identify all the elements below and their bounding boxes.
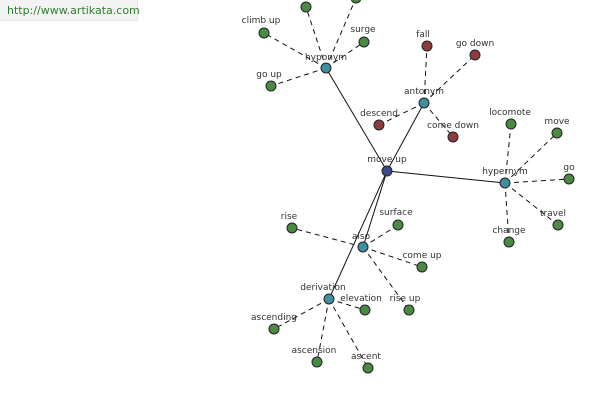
edge-also-to-rise xyxy=(291,227,364,248)
label-go[interactable]: go xyxy=(563,163,575,173)
node-fall[interactable] xyxy=(421,40,433,52)
label-elevation[interactable]: elevation xyxy=(340,294,382,304)
node-rise-up[interactable] xyxy=(403,304,415,316)
edge-antonym-to-come-down xyxy=(423,102,454,138)
node-go[interactable] xyxy=(563,173,575,185)
node-ascension[interactable] xyxy=(311,356,323,368)
edge-also-to-come-up xyxy=(362,246,423,268)
node-hypernym[interactable] xyxy=(499,177,511,189)
node-antonym[interactable] xyxy=(418,97,430,109)
edge-hyponym-to-climb-up xyxy=(263,32,327,69)
node-descend[interactable] xyxy=(373,119,385,131)
edge-hyponym-to-hypo-extra-2 xyxy=(325,0,356,69)
edge-move-up-to-derivation xyxy=(328,170,388,300)
label-descend[interactable]: descend xyxy=(360,109,398,119)
node-hypo-extra-1[interactable] xyxy=(300,1,312,13)
label-ascent[interactable]: ascent xyxy=(351,352,381,362)
node-surge[interactable] xyxy=(358,36,370,48)
label-also[interactable]: also xyxy=(352,232,371,242)
edge-antonym-to-fall xyxy=(423,45,428,104)
edge-move-up-to-antonym xyxy=(386,102,425,172)
node-come-up[interactable] xyxy=(416,261,428,273)
label-derivation[interactable]: derivation xyxy=(300,283,346,293)
label-come-up[interactable]: come up xyxy=(402,251,441,261)
edge-move-up-to-hypernym xyxy=(386,170,506,184)
edge-hypernym-to-change xyxy=(504,182,510,243)
edge-move-up-to-hyponym xyxy=(325,67,388,172)
site-url-link[interactable]: http://www.artikata.com xyxy=(7,4,140,17)
edge-also-to-surface xyxy=(362,224,399,248)
edge-hyponym-to-surge xyxy=(325,41,365,69)
node-surface[interactable] xyxy=(392,219,404,231)
edge-hypernym-to-locomote xyxy=(504,123,512,184)
node-hyponym[interactable] xyxy=(320,62,332,74)
nodes-layer xyxy=(258,0,575,374)
node-derivation[interactable] xyxy=(323,293,335,305)
label-rise[interactable]: rise xyxy=(281,212,298,222)
label-locomote[interactable]: locomote xyxy=(489,108,531,118)
label-come-down[interactable]: come down xyxy=(427,121,479,131)
label-fall[interactable]: fall xyxy=(416,30,430,40)
edge-hypernym-to-move xyxy=(504,132,558,184)
edge-hypernym-to-go xyxy=(504,178,570,184)
edge-move-up-to-also xyxy=(362,170,388,248)
label-antonym[interactable]: antonym xyxy=(404,87,444,97)
label-rise-up[interactable]: rise up xyxy=(390,294,421,304)
label-ascending[interactable]: ascending xyxy=(251,313,297,323)
label-hypernym[interactable]: hypernym xyxy=(482,167,528,177)
label-surge[interactable]: surge xyxy=(350,25,376,35)
edge-derivation-to-ascending xyxy=(273,298,330,330)
label-climb-up[interactable]: climb up xyxy=(242,16,281,26)
site-link-badge: http://www.artikata.com xyxy=(0,0,140,21)
edge-derivation-to-ascension xyxy=(316,298,330,363)
node-also[interactable] xyxy=(357,241,369,253)
node-locomote[interactable] xyxy=(505,118,517,130)
edge-hyponym-to-hypo-extra-1 xyxy=(305,6,327,69)
edge-derivation-to-elevation xyxy=(328,298,366,311)
edge-hyponym-to-go-up xyxy=(270,67,327,87)
node-go-up[interactable] xyxy=(265,80,277,92)
node-move-up[interactable] xyxy=(381,165,393,177)
node-hypo-extra-2[interactable] xyxy=(350,0,362,4)
edge-also-to-rise-up xyxy=(362,246,410,311)
node-climb-up[interactable] xyxy=(258,27,270,39)
node-come-down[interactable] xyxy=(447,131,459,143)
edges-layer xyxy=(263,0,570,369)
edge-derivation-to-ascent xyxy=(328,298,369,369)
edge-antonym-to-go-down xyxy=(423,54,476,104)
labels-layer: move up hyponym antonym hypernym also derivat… xyxy=(242,16,575,362)
node-elevation[interactable] xyxy=(359,304,371,316)
edge-hypernym-to-travel xyxy=(504,182,559,226)
label-change[interactable]: change xyxy=(492,226,526,236)
node-ascending[interactable] xyxy=(268,323,280,335)
label-move-up[interactable]: move up xyxy=(367,155,407,165)
label-surface[interactable]: surface xyxy=(379,208,413,218)
label-go-up[interactable]: go up xyxy=(256,70,282,80)
node-travel[interactable] xyxy=(552,219,564,231)
node-change[interactable] xyxy=(503,236,515,248)
node-rise[interactable] xyxy=(286,222,298,234)
label-hyponym[interactable]: hyponym xyxy=(305,53,347,63)
label-travel[interactable]: travel xyxy=(540,209,566,219)
label-move[interactable]: move xyxy=(544,117,570,127)
node-go-down[interactable] xyxy=(469,49,481,61)
label-ascension[interactable]: ascension xyxy=(292,346,337,356)
node-ascent[interactable] xyxy=(362,362,374,374)
node-move[interactable] xyxy=(551,127,563,139)
label-go-down[interactable]: go down xyxy=(456,39,494,49)
